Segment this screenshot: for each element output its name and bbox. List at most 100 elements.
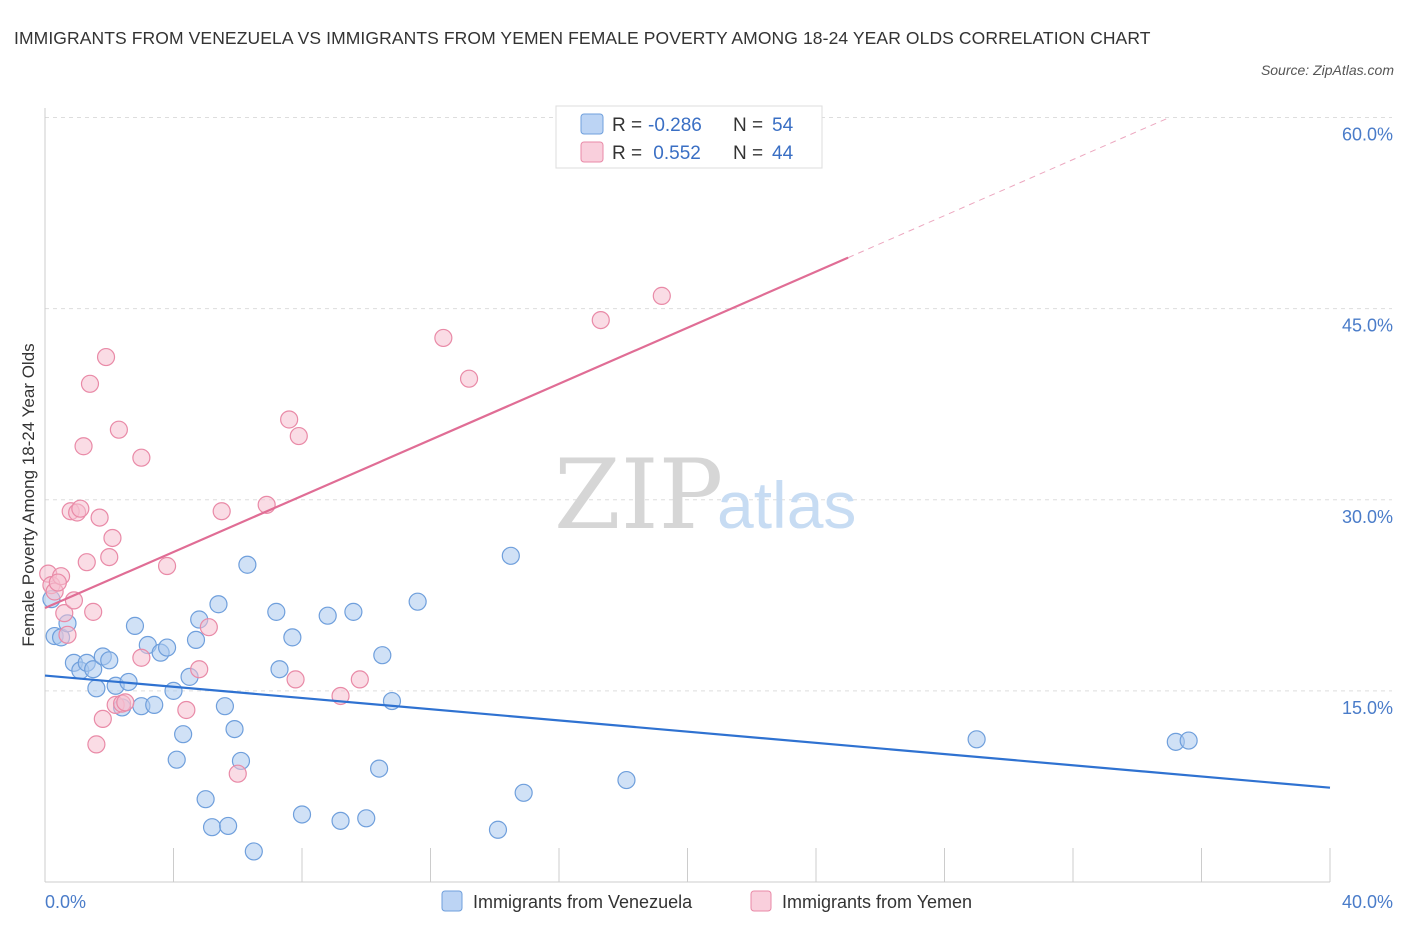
venezuela-point [87,679,106,698]
legend-swatch-venezuela [580,113,604,135]
yemen-point [280,410,299,429]
legend-r-value-venezuela: -0.286 [648,115,702,136]
yemen-point [87,735,106,754]
legend-n-label-venezuela: N = [733,115,763,136]
yemen-point [48,573,67,592]
venezuela-points [42,546,1198,861]
venezuela-point [100,651,119,670]
venezuela-point [283,628,302,647]
yemen-point [80,374,100,393]
y-axis-label: Female Poverty Among 18-24 Year Olds [19,343,38,646]
yemen-point [116,693,135,712]
series-legend-label-yemen: Immigrants from Yemen [782,892,972,912]
venezuela-point [370,759,389,778]
venezuela-point [157,638,177,657]
yemen-point [190,660,209,679]
venezuela-point [344,602,363,621]
venezuela-point [408,592,427,611]
trend-lines [44,117,1331,789]
venezuela-point [167,750,186,769]
y-tick-labels: 15.0% 30.0% 45.0% 60.0% [1342,125,1393,718]
yemen-point [132,448,151,467]
venezuela-point [84,660,103,679]
venezuela-point [225,719,244,739]
watermark-atlas: atlas [717,468,856,542]
venezuela-point [501,546,520,565]
yemen-point [109,420,128,439]
venezuela-point [219,816,238,836]
yemen-trend-extension [847,117,1170,259]
venezuela-point [357,809,376,828]
yemen-point [212,502,231,521]
x-tick-label-max: 40.0% [1342,892,1393,912]
legend-swatch-yemen [580,141,604,163]
venezuela-point [331,811,350,830]
yemen-point [459,369,479,388]
y-tick-label: 60.0% [1342,125,1393,145]
venezuela-point [967,730,986,749]
yemen-point [96,347,116,367]
y-tick-label: 30.0% [1342,507,1393,527]
yemen-trend-line [44,256,849,610]
venezuela-point [488,820,508,839]
venezuela-point [186,630,206,650]
legend-r-value-yemen: 0.552 [648,143,701,164]
yemen-point [652,286,671,305]
venezuela-point [174,725,193,744]
series-legend: Immigrants from Venezuela Immigrants fro… [441,890,972,912]
venezuela-point [164,681,183,700]
venezuela-trend-line [44,674,1331,789]
y-tick-label: 45.0% [1342,316,1393,336]
grid-lines [45,117,1392,692]
venezuela-point [318,606,337,625]
series-legend-swatch-venezuela [441,890,463,912]
venezuela-point [125,616,145,635]
yemen-point [77,553,96,572]
venezuela-point [1179,731,1198,750]
yemen-point [84,602,103,621]
yemen-point [132,648,151,667]
chart-title: IMMIGRANTS FROM VENEZUELA VS IMMIGRANTS … [14,28,1151,48]
watermark-zip: ZIP [554,439,723,551]
x-tick-label-min: 0.0% [45,892,86,912]
x-tick-marks [173,848,1331,882]
legend-n-label-yemen: N = [733,143,763,164]
venezuela-point [373,646,392,665]
venezuela-point [202,818,222,837]
yemen-point [286,670,305,689]
series-legend-label-venezuela: Immigrants from Venezuela [473,892,693,912]
legend-n-value-venezuela: 54 [772,115,794,136]
yemen-point [289,426,308,446]
yemen-points [39,130,787,783]
yemen-point [74,437,93,456]
venezuela-point [145,695,164,714]
venezuela-point [196,790,215,809]
correlation-legend: R = -0.286 N = 54 R = 0.552 N = 44 [555,105,823,169]
venezuela-point [267,602,286,621]
yemen-point [100,547,119,567]
legend-r-label-venezuela: R = [612,115,642,136]
yemen-point [228,764,247,783]
venezuela-point [244,842,263,861]
venezuela-point [238,555,257,574]
yemen-point [55,604,74,623]
yemen-point [591,310,610,330]
yemen-point [103,528,122,548]
venezuela-point [215,697,234,716]
legend-r-label-yemen: R = [612,143,642,164]
yemen-point [434,328,453,348]
yemen-point [177,700,196,720]
yemen-point [350,670,369,689]
venezuela-point [292,805,312,824]
venezuela-point [209,595,228,614]
y-tick-label: 15.0% [1342,698,1393,718]
yemen-point [58,625,77,644]
venezuela-point [270,660,289,679]
series-legend-swatch-yemen [750,890,772,912]
venezuela-point [617,770,636,790]
yemen-point [90,508,109,527]
yemen-point [93,709,112,729]
yemen-point [199,618,218,637]
legend-n-value-yemen: 44 [772,143,794,164]
